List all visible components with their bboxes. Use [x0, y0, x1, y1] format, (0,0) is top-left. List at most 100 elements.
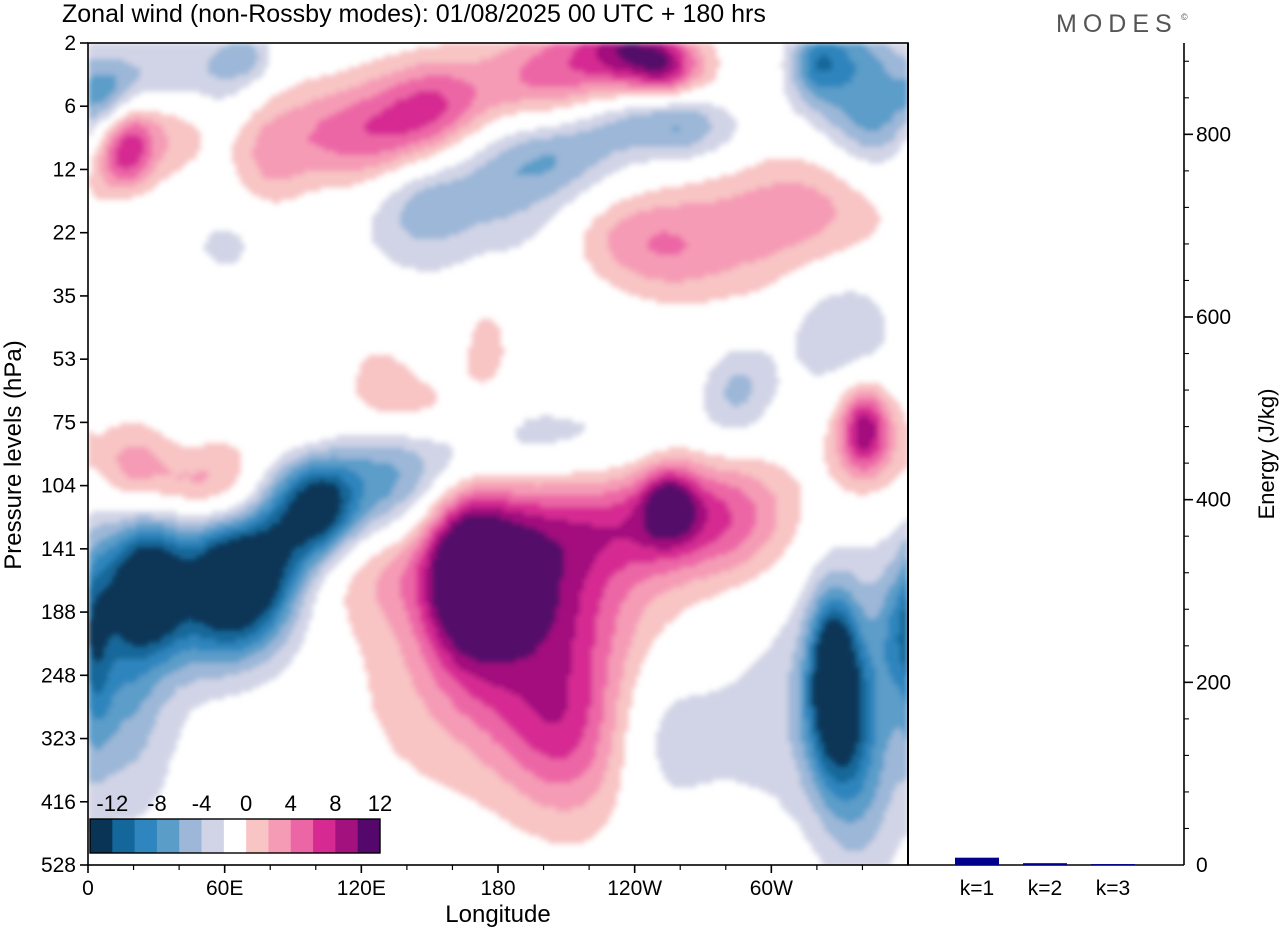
heatmap-cell: [808, 87, 908, 92]
heatmap-cell: [680, 567, 733, 572]
heatmap-cell: [792, 747, 805, 752]
heatmap-cell: [528, 743, 581, 748]
heatmap-cell: [892, 115, 908, 120]
heatmap-cell: [300, 575, 309, 580]
heatmap-cell: [848, 427, 857, 432]
heatmap-cell: [804, 615, 813, 620]
heatmap-cell: [92, 187, 153, 192]
heatmap-cell: [424, 175, 465, 180]
heatmap-cell: [876, 391, 889, 396]
heatmap-cell: [876, 787, 897, 792]
heatmap-cell: [824, 555, 897, 560]
heatmap-cell: [812, 803, 825, 808]
heatmap-cell: [568, 675, 593, 680]
heatmap-cell: [800, 63, 809, 68]
heatmap-cell: [824, 627, 849, 632]
heatmap-cell: [380, 551, 401, 556]
heatmap-cell: [276, 115, 329, 120]
heatmap-cell: [368, 671, 409, 676]
heatmap-cell: [460, 503, 541, 508]
heatmap-cell: [856, 651, 861, 656]
heatmap-cell: [812, 695, 861, 700]
heatmap-cell: [604, 719, 617, 724]
heatmap-cell: [620, 55, 669, 60]
heatmap-cell: [480, 699, 525, 704]
heatmap-cell: [88, 603, 93, 608]
heatmap-cell: [884, 763, 908, 768]
heatmap-cell: [520, 763, 593, 768]
heatmap-cell: [140, 135, 153, 140]
heatmap-cell: [700, 139, 729, 144]
heatmap-cell: [620, 691, 633, 696]
heatmap-cell: [876, 475, 897, 480]
energy-tick-label: 800: [1196, 123, 1231, 146]
heatmap-cell: [532, 799, 589, 804]
heatmap-cell: [820, 611, 829, 616]
heatmap-cell: [624, 43, 641, 48]
heatmap-cell: [616, 703, 633, 708]
heatmap-cell: [424, 595, 433, 600]
heatmap-cell: [820, 579, 861, 584]
heatmap-cell: [772, 639, 797, 644]
heatmap-cell: [592, 219, 621, 224]
heatmap-cell: [592, 223, 617, 228]
heatmap-cell: [252, 155, 401, 160]
heatmap-cell: [192, 619, 257, 624]
heatmap-cell: [604, 691, 621, 696]
heatmap-cell: [88, 743, 93, 748]
heatmap-cell: [288, 635, 305, 640]
heatmap-cell: [556, 539, 613, 544]
heatmap-cell: [88, 783, 165, 788]
heatmap-cell: [332, 547, 341, 552]
heatmap-cell: [144, 143, 153, 148]
heatmap-cell: [112, 735, 149, 740]
heatmap-cell: [368, 687, 417, 692]
heatmap-cell: [404, 567, 417, 572]
heatmap-cell: [632, 471, 649, 476]
heatmap-cell: [672, 703, 789, 708]
heatmap-cell: [688, 491, 697, 496]
heatmap-cell: [652, 235, 681, 240]
heatmap-cell: [232, 147, 253, 152]
heatmap-cell: [436, 539, 441, 544]
heatmap-cell: [220, 535, 241, 540]
heatmap-cell: [232, 159, 257, 164]
heatmap-cell: [772, 643, 797, 648]
heatmap-cell: [144, 139, 153, 144]
heatmap-cell: [608, 655, 629, 660]
heatmap-cell: [276, 619, 289, 624]
heatmap-cell: [344, 603, 381, 608]
heatmap-cell: [88, 583, 93, 588]
y-tick-label: 528: [41, 854, 76, 877]
heatmap-cell: [428, 507, 437, 512]
heatmap-cell: [88, 83, 117, 88]
heatmap-cell: [408, 143, 437, 148]
heatmap-cell: [504, 779, 545, 784]
heatmap-cell: [848, 55, 877, 60]
heatmap-cell: [756, 515, 777, 520]
heatmap-cell: [300, 571, 309, 576]
heatmap-cell: [364, 659, 405, 664]
heatmap-cell: [880, 435, 889, 440]
heatmap-cell: [296, 495, 341, 500]
heatmap-cell: [88, 615, 93, 620]
heatmap-cell: [664, 75, 681, 80]
heatmap-cell: [88, 131, 93, 136]
heatmap-cell: [88, 551, 105, 556]
heatmap-cell: [444, 127, 461, 132]
heatmap-cell: [776, 503, 801, 508]
heatmap-cell: [112, 91, 125, 96]
heatmap-cell: [828, 423, 837, 428]
heatmap-cell: [600, 159, 649, 164]
heatmap-cell: [408, 615, 421, 620]
heatmap-cell: [188, 475, 209, 480]
heatmap-cell: [596, 47, 617, 52]
heatmap-cell: [772, 535, 793, 540]
heatmap-cell: [704, 523, 733, 528]
heatmap-cell: [904, 123, 908, 128]
heatmap-cell: [684, 67, 693, 72]
heatmap-cell: [88, 779, 105, 784]
heatmap-cell: [88, 119, 101, 124]
heatmap-cell: [880, 423, 889, 428]
heatmap-cell: [328, 527, 337, 532]
